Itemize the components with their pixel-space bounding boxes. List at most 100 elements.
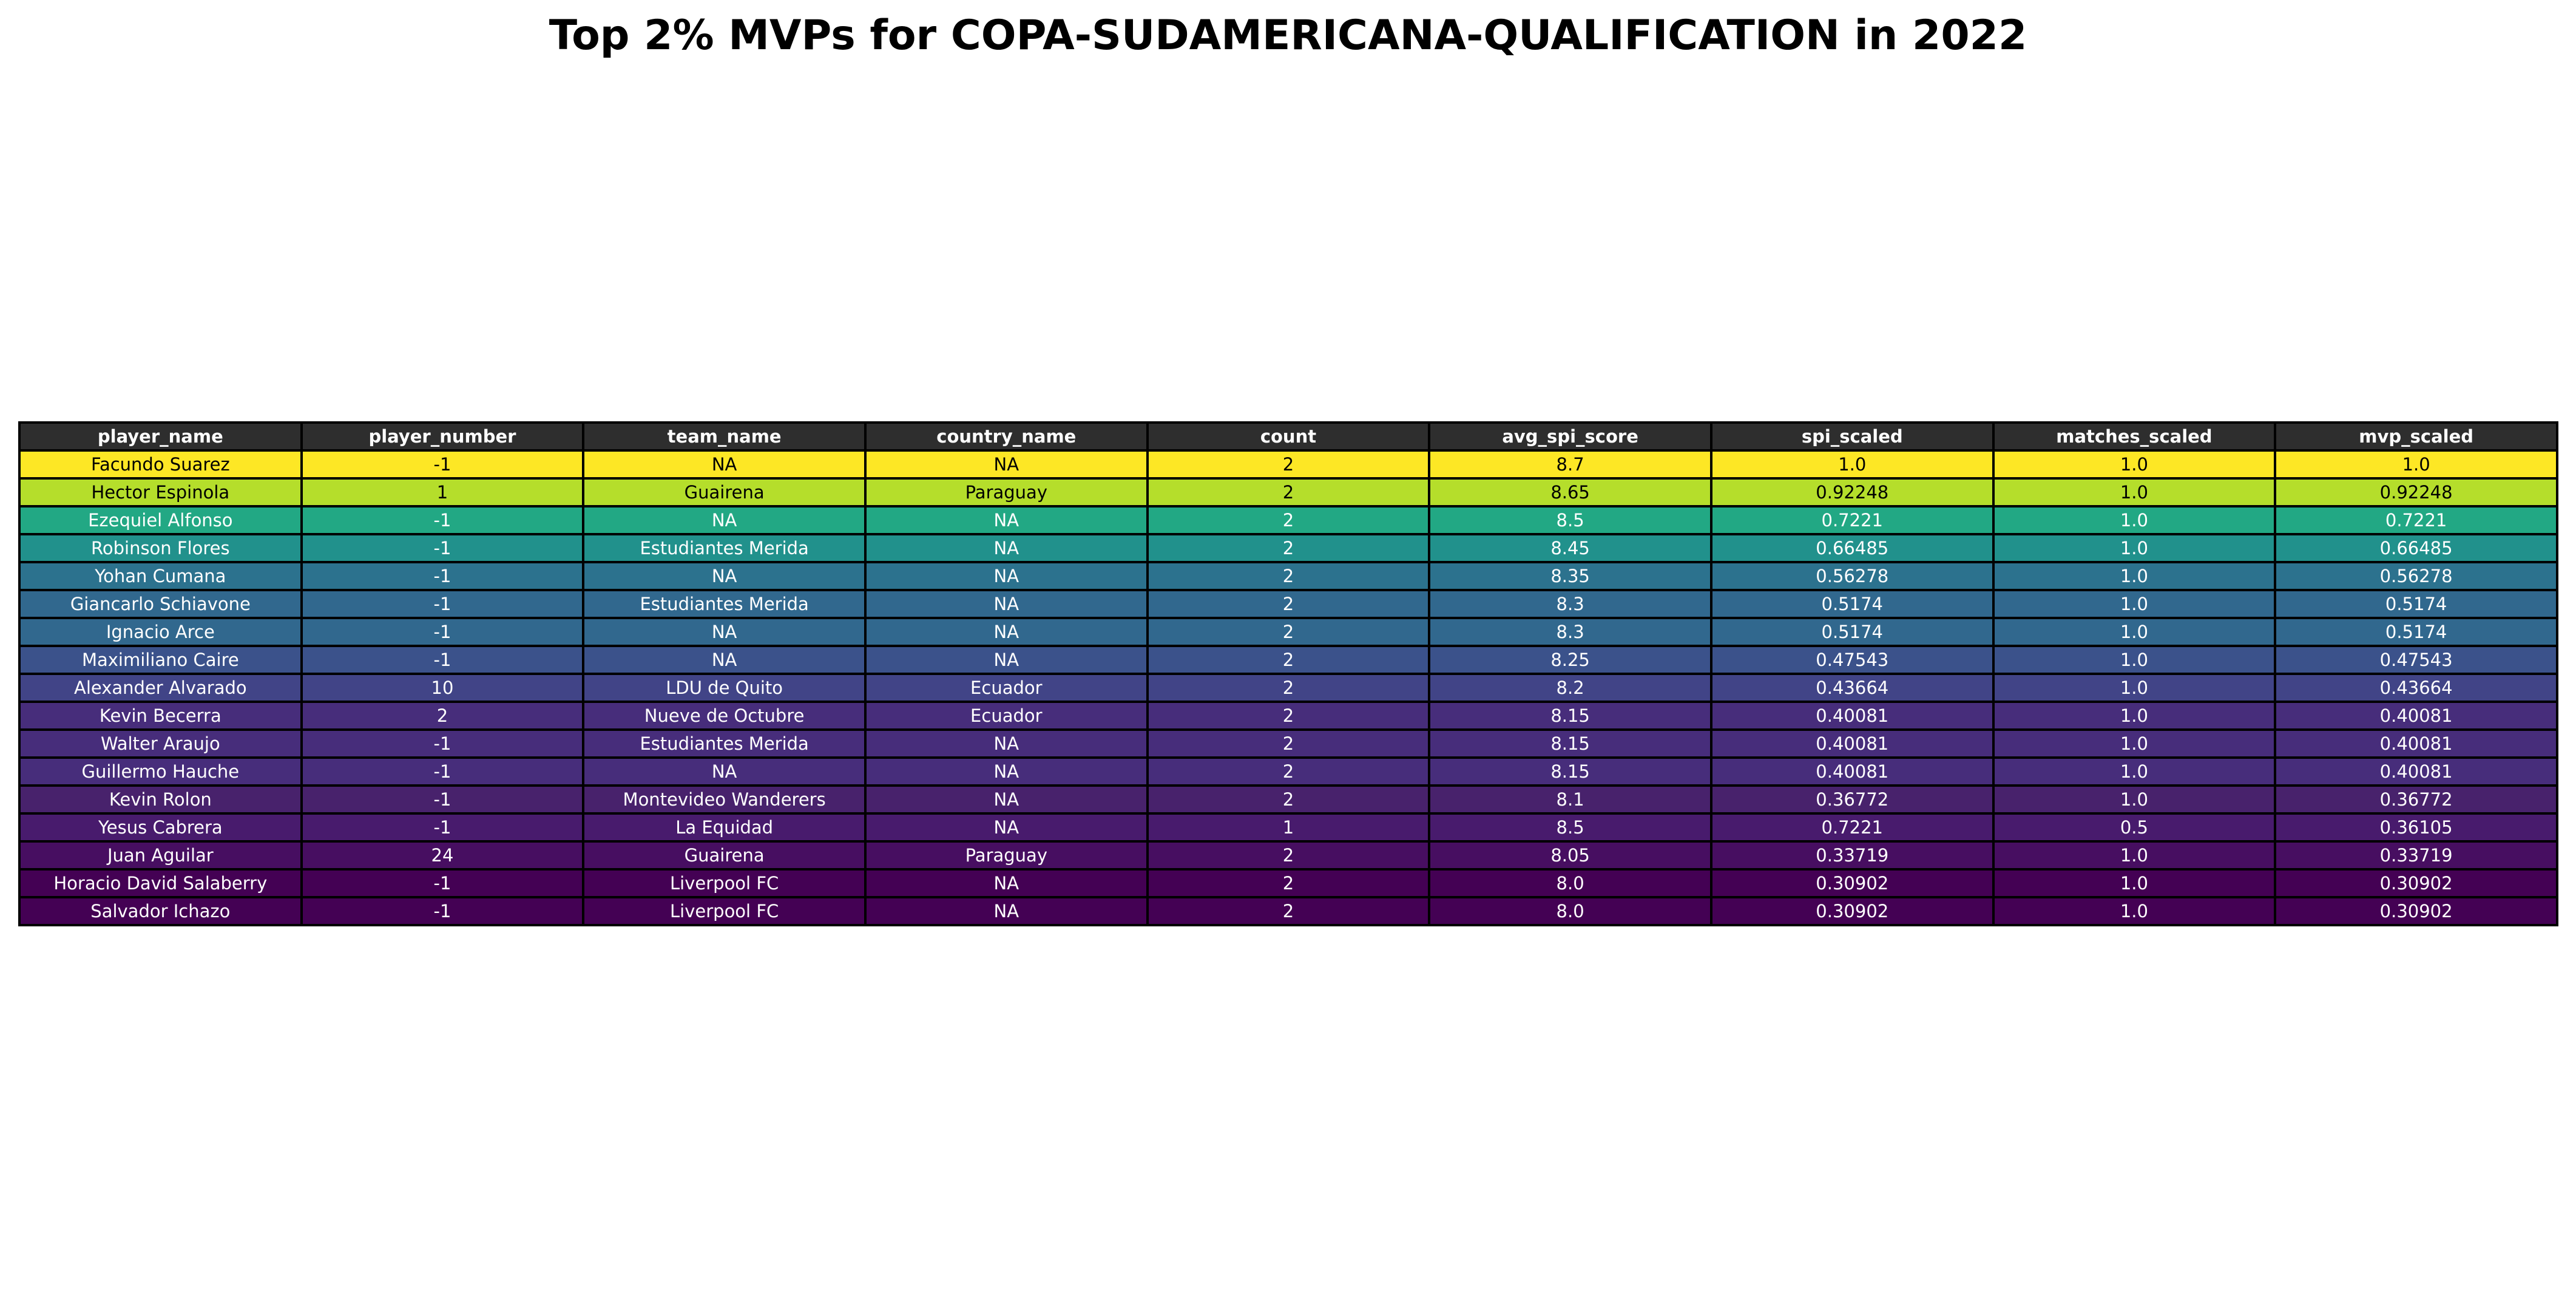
- cell-spi-scaled: 0.5174: [1709, 617, 1995, 647]
- cell-player-number: -1: [300, 784, 585, 815]
- cell-matches-scaled: 1.0: [1992, 645, 2277, 675]
- cell-mvp-scaled: 0.33719: [2274, 840, 2558, 871]
- cell-team-name: Estudiantes Merida: [582, 728, 867, 759]
- table-row: Yesus Cabrera -1 La Equidad NA 1 8.5 0.7221 0.5…: [18, 812, 2558, 843]
- cell-matches-scaled: 1.0: [1992, 477, 2277, 507]
- cell-country-name: NA: [864, 868, 1149, 898]
- cell-team-name: Estudiantes Merida: [582, 533, 867, 563]
- cell-player-name: Kevin Rolon: [18, 784, 303, 815]
- cell-matches-scaled: 1.0: [1992, 673, 2277, 703]
- cell-mvp-scaled: 0.5174: [2274, 589, 2558, 619]
- cell-player-name: Horacio David Salaberry: [18, 868, 303, 898]
- cell-player-name: Robinson Flores: [18, 533, 303, 563]
- cell-country-name: NA: [864, 589, 1149, 619]
- cell-country-name: NA: [864, 505, 1149, 535]
- cell-player-number: -1: [300, 617, 585, 647]
- cell-player-number: -1: [300, 449, 585, 480]
- cell-team-name: NA: [582, 756, 867, 787]
- table-row: Salvador Ichazo -1 Liverpool FC NA 2 8.0 0.309…: [18, 896, 2558, 926]
- cell-matches-scaled: 1.0: [1992, 701, 2277, 731]
- cell-matches-scaled: 1.0: [1992, 449, 2277, 480]
- cell-count: 2: [1146, 896, 1431, 926]
- cell-mvp-scaled: 0.40081: [2274, 701, 2558, 731]
- column-header-matches-scaled: matches_scaled: [1992, 421, 2277, 452]
- cell-spi-scaled: 0.5174: [1709, 589, 1995, 619]
- cell-matches-scaled: 1.0: [1992, 561, 2277, 591]
- cell-spi-scaled: 0.47543: [1709, 645, 1995, 675]
- cell-count: 2: [1146, 477, 1431, 507]
- cell-player-name: Kevin Becerra: [18, 701, 303, 731]
- cell-mvp-scaled: 0.47543: [2274, 645, 2558, 675]
- table-row: Facundo Suarez -1 NA NA 2 8.7 1.0 1.0 1.0: [18, 449, 2558, 480]
- cell-player-number: 10: [300, 673, 585, 703]
- cell-country-name: Paraguay: [864, 840, 1149, 871]
- column-header-country-name: country_name: [864, 421, 1149, 452]
- cell-country-name: NA: [864, 449, 1149, 480]
- table-row: Giancarlo Schiavone -1 Estudiantes Merida N…: [18, 589, 2558, 619]
- table-body: Facundo Suarez -1 NA NA 2 8.7 1.0 1.0 1.0 Hector …: [18, 449, 2558, 926]
- table-row: Walter Araujo -1 Estudiantes Merida NA 2 8.15…: [18, 728, 2558, 759]
- mvp-table: player_name player_number team_name country…: [18, 421, 2558, 926]
- cell-country-name: NA: [864, 533, 1149, 563]
- cell-avg-spi-score: 8.25: [1428, 645, 1712, 675]
- cell-count: 2: [1146, 449, 1431, 480]
- cell-avg-spi-score: 8.5: [1428, 505, 1712, 535]
- table-row: Kevin Becerra 2 Nueve de Octubre Ecuador 2 8.…: [18, 701, 2558, 731]
- table-row: Hector Espinola 1 Guairena Paraguay 2 8.65 0.9…: [18, 477, 2558, 507]
- cell-team-name: NA: [582, 449, 867, 480]
- cell-spi-scaled: 0.30902: [1709, 896, 1995, 926]
- cell-mvp-scaled: 0.30902: [2274, 896, 2558, 926]
- cell-spi-scaled: 1.0: [1709, 449, 1995, 480]
- cell-mvp-scaled: 0.36105: [2274, 812, 2558, 843]
- cell-matches-scaled: 1.0: [1992, 896, 2277, 926]
- cell-spi-scaled: 0.7221: [1709, 505, 1995, 535]
- cell-count: 2: [1146, 673, 1431, 703]
- cell-player-name: Salvador Ichazo: [18, 896, 303, 926]
- cell-avg-spi-score: 8.0: [1428, 868, 1712, 898]
- cell-country-name: NA: [864, 812, 1149, 843]
- table-row: Alexander Alvarado 10 LDU de Quito Ecuador 2…: [18, 673, 2558, 703]
- cell-count: 2: [1146, 701, 1431, 731]
- cell-avg-spi-score: 8.1: [1428, 784, 1712, 815]
- cell-mvp-scaled: 0.40081: [2274, 728, 2558, 759]
- cell-spi-scaled: 0.40081: [1709, 756, 1995, 787]
- cell-avg-spi-score: 8.45: [1428, 533, 1712, 563]
- cell-matches-scaled: 1.0: [1992, 784, 2277, 815]
- cell-avg-spi-score: 8.0: [1428, 896, 1712, 926]
- table-row: Robinson Flores -1 Estudiantes Merida NA 2 8.…: [18, 533, 2558, 563]
- cell-player-name: Facundo Suarez: [18, 449, 303, 480]
- cell-count: 2: [1146, 561, 1431, 591]
- cell-matches-scaled: 1.0: [1992, 505, 2277, 535]
- cell-player-number: -1: [300, 728, 585, 759]
- cell-player-number: -1: [300, 645, 585, 675]
- cell-avg-spi-score: 8.15: [1428, 701, 1712, 731]
- cell-country-name: NA: [864, 728, 1149, 759]
- chart-title: Top 2% MVPs for COPA-SUDAMERICANA-QUALIF…: [549, 12, 2027, 59]
- cell-count: 2: [1146, 533, 1431, 563]
- cell-player-number: -1: [300, 505, 585, 535]
- cell-country-name: NA: [864, 784, 1149, 815]
- cell-avg-spi-score: 8.15: [1428, 728, 1712, 759]
- cell-count: 2: [1146, 868, 1431, 898]
- cell-team-name: Liverpool FC: [582, 896, 867, 926]
- cell-spi-scaled: 0.30902: [1709, 868, 1995, 898]
- cell-matches-scaled: 1.0: [1992, 728, 2277, 759]
- cell-player-name: Ezequiel Alfonso: [18, 505, 303, 535]
- cell-player-name: Yohan Cumana: [18, 561, 303, 591]
- cell-mvp-scaled: 0.36772: [2274, 784, 2558, 815]
- cell-count: 2: [1146, 840, 1431, 871]
- cell-avg-spi-score: 8.65: [1428, 477, 1712, 507]
- cell-count: 2: [1146, 505, 1431, 535]
- mvp-table-container: player_name player_number team_name country…: [18, 421, 2558, 926]
- cell-spi-scaled: 0.43664: [1709, 673, 1995, 703]
- cell-team-name: LDU de Quito: [582, 673, 867, 703]
- cell-country-name: NA: [864, 645, 1149, 675]
- cell-spi-scaled: 0.33719: [1709, 840, 1995, 871]
- cell-player-name: Hector Espinola: [18, 477, 303, 507]
- cell-country-name: NA: [864, 896, 1149, 926]
- cell-team-name: La Equidad: [582, 812, 867, 843]
- cell-avg-spi-score: 8.3: [1428, 589, 1712, 619]
- cell-avg-spi-score: 8.5: [1428, 812, 1712, 843]
- cell-player-name: Ignacio Arce: [18, 617, 303, 647]
- cell-mvp-scaled: 1.0: [2274, 449, 2558, 480]
